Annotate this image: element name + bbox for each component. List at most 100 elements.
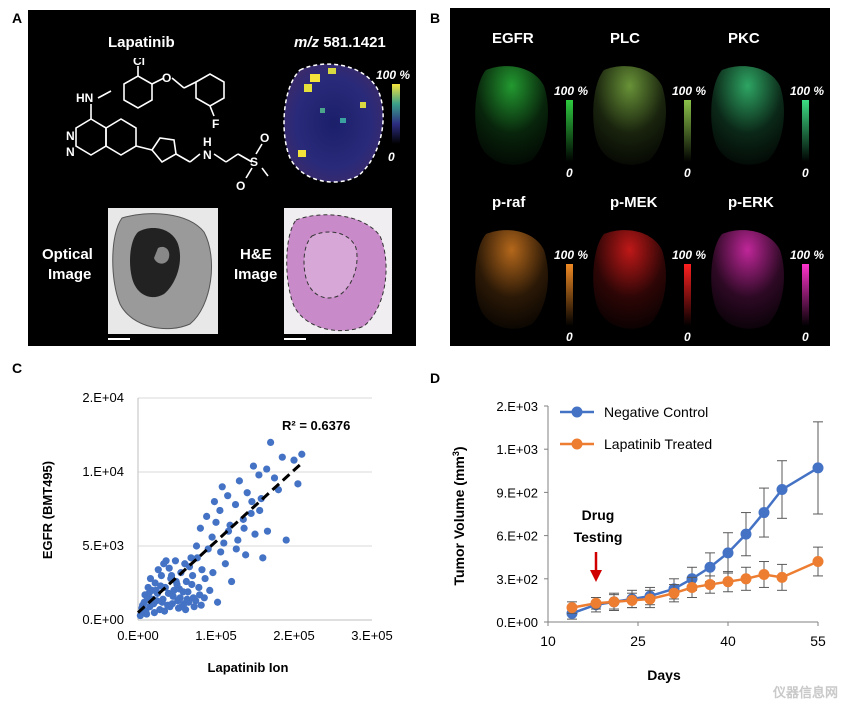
x-axis-label: Lapatinib Ion [208, 660, 289, 675]
series-point [722, 576, 734, 588]
series-point [722, 547, 734, 559]
scatter-point [203, 512, 211, 520]
series-point [686, 581, 698, 593]
y-tick-label: 3.E+02 [496, 572, 538, 587]
scatter-point [255, 471, 263, 479]
x-tick-label: 0.E+00 [117, 628, 159, 643]
atom-f: F [212, 117, 219, 131]
protein-scale-max: 100 % [672, 248, 707, 262]
optical-label-2: Image [48, 266, 92, 283]
scatter-point [187, 554, 195, 562]
panel-b: EGFR 100 % 0 PLC 100 % 0 PKC 100 % 0 p-raf 100 % 0 p… [450, 8, 830, 346]
atom-cl: Cl [133, 58, 145, 68]
protein-scale-max: 100 % [554, 84, 589, 98]
scatter-point [242, 551, 250, 559]
drug-name: Lapatinib [108, 34, 175, 51]
scatter-point [217, 548, 225, 556]
mz-ion-image [283, 63, 384, 183]
panel-a: Lapatinib m/z 581.1421 [28, 10, 416, 346]
series-point [740, 573, 752, 585]
scatter-point [196, 591, 204, 599]
scatter-point [190, 603, 198, 611]
scatter-point [290, 456, 298, 464]
scatter-point [256, 506, 264, 515]
scatter-point [210, 498, 219, 506]
protein-label-pkc: PKC [728, 30, 760, 47]
atom-n: N [203, 148, 212, 162]
protein-ion-image-p-erk [711, 230, 784, 329]
protein-label-p-mek: p-MEK [610, 194, 658, 211]
scatter-point [144, 583, 152, 592]
y-tick-label: 2.E+04 [82, 390, 124, 405]
protein-label-p-erk: p-ERK [728, 194, 774, 211]
scatter-point [141, 591, 149, 599]
watermark: 仪器信息网 [772, 685, 838, 700]
y-tick-label: 6.E+02 [496, 529, 538, 544]
scatter-point [298, 450, 306, 458]
scatter-point [294, 480, 302, 488]
series-1 [566, 546, 824, 614]
scatter-point [151, 579, 159, 587]
scatter-point [247, 509, 255, 518]
scatter-point [175, 585, 183, 593]
scatter-point [234, 536, 242, 544]
scatter-point [282, 536, 290, 544]
he-label-2: Image [234, 266, 278, 283]
scatter-point [150, 609, 158, 617]
y-axis-label: Tumor Volume (mm3) [451, 446, 467, 585]
y-tick-label: 9.E+02 [496, 485, 538, 500]
protein-scale-min: 0 [684, 166, 691, 180]
scatter-point [251, 530, 259, 538]
scatter-point [240, 524, 248, 532]
y-tick-label: 0.E+00 [82, 612, 124, 627]
protein-label-plc: PLC [610, 30, 640, 47]
series-point [776, 571, 788, 583]
y-tick-label: 5.E+03 [82, 538, 124, 553]
scatter-point [278, 453, 286, 461]
scatter-point [164, 589, 173, 597]
scatter-point [188, 580, 196, 589]
x-tick-label: 1.E+05 [195, 628, 237, 643]
panel-label-b: B [430, 10, 441, 26]
optical-label-1: Optical [42, 246, 93, 263]
trendline [136, 462, 303, 614]
protein-scale-min: 0 [566, 330, 573, 344]
drug-testing-arrow [590, 552, 602, 582]
scatter-point [209, 569, 217, 577]
panel-label-d: D [430, 370, 441, 386]
series-point [740, 528, 752, 540]
series-point [704, 561, 716, 573]
scatter-point [235, 477, 243, 485]
atom-o: O [162, 71, 171, 85]
protein-colorbar-p-mek [684, 264, 691, 326]
scatter-point [160, 560, 168, 568]
scatter-point [248, 498, 256, 506]
protein-label-egfr: EGFR [492, 30, 534, 47]
x-tick-label: 40 [720, 633, 736, 649]
mz-scale-max: 100 % [376, 68, 411, 82]
series-point [626, 594, 638, 606]
atom-n2: N [66, 145, 75, 159]
y-tick-label: 2.E+03 [496, 399, 538, 414]
scatter-point [218, 483, 226, 491]
scatter-point [198, 566, 206, 574]
y-tick-label: 1.E+04 [82, 464, 124, 479]
scatter-point [221, 560, 229, 568]
protein-colorbar-p-erk [802, 264, 809, 326]
protein-scale-max: 100 % [672, 84, 707, 98]
x-tick-label: 25 [630, 633, 646, 649]
scatter-point [154, 566, 162, 574]
scatter-point [189, 572, 197, 580]
scatter-point [195, 583, 203, 592]
atom-o3: O [236, 179, 245, 193]
scatter-point [249, 462, 258, 470]
scatter-point [263, 527, 272, 535]
protein-ion-image-p-raf [475, 230, 548, 329]
scatter-point [197, 601, 205, 609]
r-squared-annotation: R² = 0.6376 [282, 418, 350, 433]
protein-colorbar-pkc [802, 100, 809, 162]
scatter-point [157, 582, 165, 590]
x-tick-label: 2.E+05 [273, 628, 315, 643]
scatter-point [157, 572, 165, 580]
protein-colorbar-p-raf [566, 264, 573, 326]
